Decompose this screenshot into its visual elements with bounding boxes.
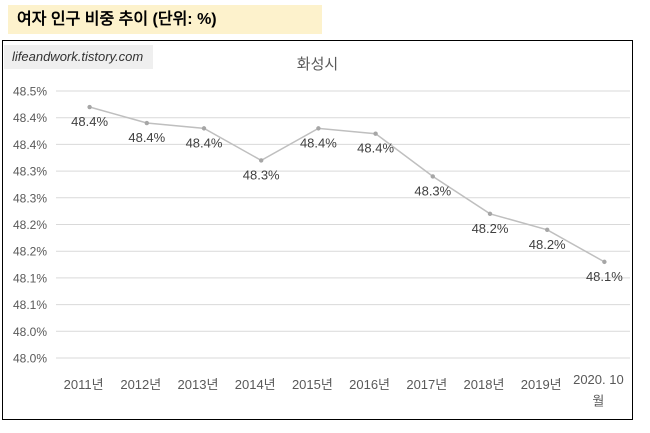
y-axis-tick-label: 48.4% [13, 138, 47, 152]
x-axis-tick-label: 2019년 [521, 377, 562, 392]
data-point-label: 48.4% [128, 130, 165, 145]
data-point-marker [487, 211, 493, 217]
data-point-label: 48.2% [529, 237, 566, 252]
data-point-label: 48.4% [357, 141, 394, 156]
x-axis-tick-label: 2011년 [64, 377, 104, 392]
y-axis-tick-label: 48.0% [13, 325, 47, 339]
data-point-label: 48.3% [414, 183, 451, 198]
series-line [89, 106, 605, 263]
data-point-marker [259, 158, 264, 163]
y-axis-tick-label: 48.2% [13, 218, 47, 232]
y-axis-tick-label: 48.4% [13, 111, 47, 125]
chart-title: 화성시 [296, 56, 339, 73]
chart-area: lifeandwork.tistory.com 화성시 48.5% 48.4% 48… [2, 40, 633, 420]
chart-header-banner: 여자 인구 비중 추이 (단위: %) [8, 5, 322, 34]
data-point-label: 48.2% [472, 221, 509, 236]
y-axis-tick-label: 48.3% [13, 165, 47, 179]
y-axis-tick-label: 48.0% [13, 352, 47, 366]
data-point-label: 48.3% [243, 167, 280, 182]
data-point-marker [430, 174, 435, 179]
x-axis-tick-label: 2017년 [406, 377, 447, 392]
y-axis-tick-label: 48.5% [13, 85, 47, 99]
data-point-label: 48.4% [186, 135, 223, 150]
x-axis-tick-label: 2015년 [292, 377, 333, 392]
data-point-marker [87, 104, 92, 110]
chart-header-title: 여자 인구 비중 추이 (단위: %) [17, 11, 217, 28]
data-point-label: 48.1% [586, 269, 623, 284]
data-point-marker [602, 259, 607, 265]
y-axis-tick-label: 48.1% [13, 271, 47, 285]
data-point-marker [316, 126, 321, 131]
data-point-marker [144, 120, 149, 126]
x-axis-tick-label: 2020. 10 월 [573, 372, 624, 409]
data-point-label: 48.4% [300, 135, 337, 150]
x-axis-tick-label: 2014년 [235, 377, 276, 392]
x-axis-tick-label: 2013년 [178, 377, 219, 392]
data-point-marker [545, 227, 550, 233]
y-axis-tick-label: 48.3% [13, 191, 47, 205]
y-axis-tick-label: 48.2% [13, 245, 47, 259]
x-axis-tick-label: 2018년 [464, 377, 505, 392]
y-axis-tick-label: 48.1% [13, 298, 47, 312]
data-point-marker [373, 131, 378, 136]
data-point-label: 48.4% [71, 114, 108, 129]
x-axis-tick-label: 2016년 [349, 377, 390, 392]
x-axis-tick-label: 2012년 [120, 377, 161, 392]
plot-svg: 48.5% 48.4% 48.4% 48.3% 48.3% 48.2% 48.2% 48.1%… [13, 85, 630, 409]
data-point-marker [201, 126, 207, 131]
watermark: lifeandwork.tistory.com [4, 45, 154, 69]
